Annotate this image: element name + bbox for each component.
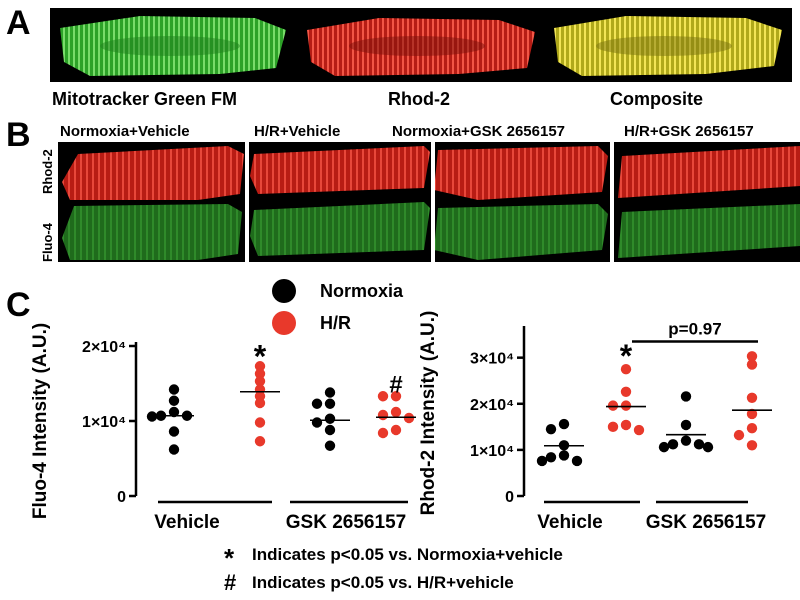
significance-marker: * bbox=[620, 338, 633, 374]
panel-label-b: B bbox=[6, 116, 31, 154]
column-header-hr-vehicle: H/R+Vehicle bbox=[254, 123, 341, 140]
data-point bbox=[658, 441, 670, 453]
significance-marker: * bbox=[254, 339, 267, 375]
data-point bbox=[377, 409, 389, 421]
data-point bbox=[545, 423, 557, 435]
note-text-star: Indicates p<0.05 vs. Normoxia+vehicle bbox=[252, 545, 563, 564]
legend-dot-hr bbox=[272, 311, 296, 335]
data-point bbox=[620, 400, 632, 411]
data-point bbox=[746, 351, 758, 362]
data-point bbox=[607, 400, 619, 411]
group-label: Vehicle bbox=[154, 512, 220, 533]
data-point bbox=[558, 450, 570, 461]
data-point bbox=[680, 435, 692, 446]
data-point bbox=[536, 455, 548, 467]
data-point bbox=[390, 424, 402, 436]
data-point bbox=[633, 424, 645, 436]
comparison-label: p=0.97 bbox=[668, 320, 721, 339]
data-point bbox=[311, 417, 323, 428]
y-tick-label: 3×10⁴ bbox=[470, 351, 514, 368]
data-point bbox=[746, 440, 758, 451]
data-point bbox=[168, 406, 180, 418]
data-point bbox=[254, 368, 266, 379]
row-label-rhod2: Rhod-2 bbox=[40, 149, 55, 194]
column-header-normoxia-gsk: Normoxia+GSK 2656157 bbox=[392, 123, 566, 140]
data-point bbox=[607, 421, 619, 433]
mitotracker-image bbox=[50, 8, 297, 82]
data-point bbox=[324, 413, 336, 424]
panel-label-a: A bbox=[6, 4, 31, 42]
data-point bbox=[377, 391, 389, 402]
data-point bbox=[620, 419, 632, 431]
y-tick-label: 2×10⁴ bbox=[470, 397, 514, 414]
data-point bbox=[620, 363, 632, 375]
data-point bbox=[571, 455, 583, 467]
data-point bbox=[558, 418, 570, 430]
y-tick-label: 0 bbox=[117, 489, 126, 506]
data-point bbox=[680, 419, 692, 431]
data-point bbox=[693, 439, 705, 450]
data-point bbox=[254, 417, 266, 428]
data-point bbox=[746, 392, 758, 403]
legend-label-normoxia: Normoxia bbox=[320, 281, 404, 301]
data-point bbox=[390, 391, 402, 402]
caption-rhod2: Rhod-2 bbox=[388, 89, 450, 109]
legend-dot-normoxia bbox=[272, 279, 296, 303]
column-header-normoxia-vehicle: Normoxia+Vehicle bbox=[60, 123, 190, 140]
data-point bbox=[168, 426, 180, 437]
y-tick-label: 1×10⁴ bbox=[82, 414, 126, 431]
data-point bbox=[254, 376, 266, 387]
legend-label-hr: H/R bbox=[320, 313, 351, 333]
note-symbol-hash: # bbox=[224, 570, 237, 595]
data-point bbox=[311, 398, 323, 409]
group-label: Vehicle bbox=[537, 512, 603, 533]
data-point bbox=[702, 441, 714, 453]
y-tick-label: 2×10⁴ bbox=[82, 339, 126, 356]
y-tick-label: 1×10⁴ bbox=[470, 443, 514, 460]
group-label: GSK 2656157 bbox=[286, 512, 406, 533]
significance-marker: # bbox=[389, 371, 402, 398]
row-label-fluo4: Fluo-4 bbox=[40, 223, 55, 262]
data-point bbox=[680, 391, 692, 402]
group-label: GSK 2656157 bbox=[646, 512, 766, 533]
note-symbol-star: * bbox=[224, 543, 235, 573]
data-point bbox=[168, 444, 180, 455]
data-point bbox=[168, 384, 180, 395]
rhod2-scatter-chart: Rhod-2 Intensity (A.U.) 0 1×10⁴ 2×10⁴ 3×10⁴ V… bbox=[420, 311, 772, 533]
data-point bbox=[377, 427, 389, 439]
caption-mitotracker: Mitotracker Green FM bbox=[52, 89, 238, 109]
data-point bbox=[620, 386, 632, 397]
data-point bbox=[146, 411, 158, 422]
data-point bbox=[545, 452, 557, 463]
panel-label-c: C bbox=[6, 286, 31, 324]
data-point bbox=[746, 423, 758, 434]
data-point bbox=[733, 429, 745, 441]
note-text-hash: Indicates p<0.05 vs. H/R+vehicle bbox=[252, 573, 514, 592]
data-point bbox=[254, 361, 266, 372]
rhod2-image bbox=[299, 8, 544, 82]
fluo4-scatter-chart: Fluo-4 Intensity (A.U.) 0 1×10⁴ 2×10⁴ Vehicl… bbox=[30, 323, 416, 533]
y-axis-label: Fluo-4 Intensity (A.U.) bbox=[30, 323, 51, 519]
data-point bbox=[324, 398, 336, 409]
data-point bbox=[667, 439, 679, 450]
data-point bbox=[324, 440, 336, 451]
data-point bbox=[254, 397, 266, 409]
data-point bbox=[746, 408, 758, 420]
column-header-hr-gsk: H/R+GSK 2656157 bbox=[624, 123, 754, 140]
data-point bbox=[324, 387, 336, 398]
caption-composite: Composite bbox=[610, 89, 704, 109]
data-point bbox=[746, 359, 758, 370]
y-axis-label: Rhod-2 Intensity (A.U.) bbox=[420, 311, 439, 516]
data-point bbox=[390, 406, 402, 418]
data-point bbox=[254, 436, 266, 447]
composite-image bbox=[546, 8, 792, 82]
y-tick-label: 0 bbox=[505, 489, 514, 506]
panel-a-image-strip bbox=[50, 8, 792, 82]
panel-b-image-grid bbox=[58, 142, 800, 262]
data-point bbox=[168, 395, 180, 406]
data-point bbox=[324, 424, 336, 436]
